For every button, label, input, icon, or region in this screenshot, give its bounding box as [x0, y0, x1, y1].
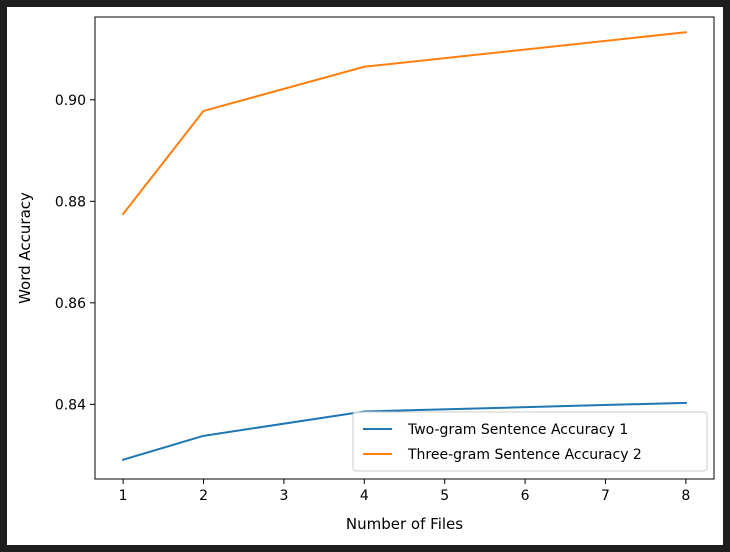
- y-axis-ticks: 0.84 0.86 0.88 0.90: [55, 93, 95, 413]
- x-tick-label: 1: [119, 488, 128, 504]
- line-chart: 1 2 3 4 5 6 7 8 0.84 0.86 0.88 0.90 Number of File…: [16, 16, 715, 533]
- legend-label-2: Three-gram Sentence Accuracy 2: [407, 447, 642, 463]
- x-tick-label: 7: [601, 488, 610, 504]
- legend-items: Two-gram Sentence Accuracy 1 Three-gram S…: [363, 422, 642, 463]
- x-tick-label: 6: [521, 488, 530, 504]
- series-line-1: [121, 401, 687, 461]
- legend: Two-gram Sentence Accuracy 1 Three-gram S…: [352, 411, 708, 472]
- series-line-2: [121, 31, 687, 216]
- chart-figure: 1 2 3 4 5 6 7 8 0.84 0.86 0.88 0.90 Number of File…: [7, 7, 723, 545]
- plot-frame: [94, 16, 715, 480]
- y-tick-label: 0.84: [55, 397, 86, 413]
- x-tick-label: 3: [279, 488, 288, 504]
- series-layer: [121, 31, 687, 461]
- x-tick-label: 2: [199, 488, 208, 504]
- x-tick-label: 4: [360, 488, 369, 504]
- y-tick-label: 0.88: [55, 194, 86, 210]
- legend-box: [352, 411, 708, 472]
- x-tick-label: 5: [440, 488, 449, 504]
- x-axis-label: Number of Files: [346, 515, 463, 533]
- x-axis-ticks: 1 2 3 4 5 6 7 8: [119, 479, 690, 504]
- y-tick-label: 0.86: [55, 296, 86, 312]
- legend-label-1: Two-gram Sentence Accuracy 1: [407, 422, 628, 438]
- y-axis-label: Word Accuracy: [16, 192, 34, 304]
- x-tick-label: 8: [681, 488, 690, 504]
- y-tick-label: 0.90: [55, 93, 86, 109]
